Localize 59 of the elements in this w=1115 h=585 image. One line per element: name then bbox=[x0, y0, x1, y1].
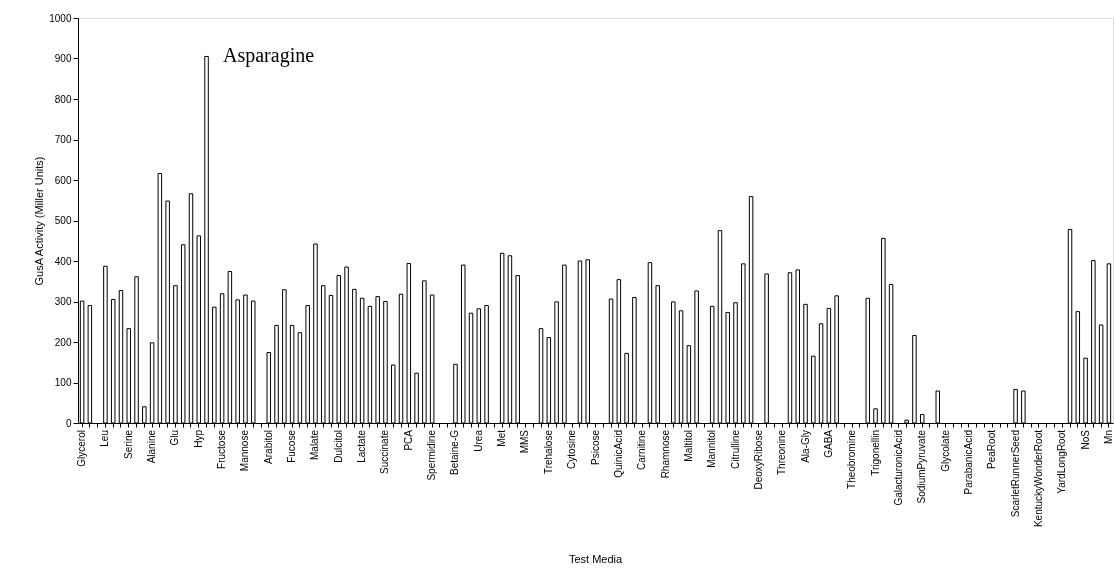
x-tick-label: Carnitine bbox=[636, 429, 648, 471]
x-tick-label: Mannose bbox=[239, 429, 251, 472]
x-tick-label: Maltitol bbox=[682, 430, 694, 462]
annotation: Asparagine bbox=[223, 44, 315, 67]
y-axis-title: GusA Activity (Miller Units) bbox=[33, 156, 46, 286]
y-tick-label: 800 bbox=[54, 93, 72, 105]
x-tick-label: Hyp bbox=[192, 429, 204, 448]
x-tick-label: Leu bbox=[99, 430, 111, 447]
y-tick-label: 300 bbox=[54, 296, 72, 307]
x-tick-label: Ala-Gly bbox=[799, 430, 811, 463]
x-tick-label: PCA bbox=[402, 429, 414, 451]
x-tick-label: GABA bbox=[822, 429, 834, 458]
y-tick-label: 1000 bbox=[49, 12, 72, 24]
y-tick-label: 900 bbox=[54, 53, 72, 64]
x-tick-label: GalacturonicAcid bbox=[892, 430, 904, 506]
x-tick-label: QuinicAcid bbox=[612, 430, 624, 478]
x-tick-label: Citrulline bbox=[729, 429, 741, 469]
x-tick-label: PeaRoot bbox=[986, 429, 998, 469]
x-tick-label: ScarletRunnerSeed bbox=[1009, 430, 1021, 518]
x-tick-label: Urea bbox=[472, 429, 484, 452]
x-tick-label: NoS bbox=[1079, 429, 1091, 450]
x-tick-label: Betaine-G bbox=[449, 429, 461, 476]
x-tick-label: MMS bbox=[519, 429, 531, 454]
x-tick-label: Lactate bbox=[356, 429, 368, 463]
x-tick-label: Trehalose bbox=[542, 429, 554, 475]
x-tick-label: ParabanicAcid bbox=[962, 430, 974, 495]
y-tick-label: 700 bbox=[54, 134, 72, 145]
x-tick-label: Glycolate bbox=[939, 429, 951, 472]
x-tick-label: Fucose bbox=[286, 429, 298, 463]
x-tick-label: Met bbox=[496, 429, 508, 447]
x-tick-label: Dulcitol bbox=[332, 430, 344, 463]
x-tick-label: Glycerol bbox=[76, 430, 88, 467]
x-tick-label: Succinate bbox=[379, 429, 391, 474]
x-tick-label: Trigonellin bbox=[869, 430, 881, 476]
x-tick-label: Spermidine bbox=[426, 429, 438, 481]
y-tick-label: 200 bbox=[54, 336, 72, 348]
x-tick-label: Fructose bbox=[216, 429, 228, 469]
x-tick-label: DeoxyRibose bbox=[752, 429, 764, 490]
x-tick-label: Arabitol bbox=[262, 430, 274, 464]
x-tick-label: Mn bbox=[1102, 430, 1114, 444]
x-tick-label: Alanine bbox=[146, 429, 158, 464]
x-tick-label: KentuckyWonderRoot bbox=[1032, 429, 1044, 528]
x-tick-label: Rhamnose bbox=[659, 429, 671, 479]
x-tick-label: Serine bbox=[122, 429, 134, 459]
x-tick-label: YardLongRoot bbox=[1056, 429, 1068, 494]
y-tick-label: 0 bbox=[65, 417, 72, 429]
y-tick-label: 100 bbox=[54, 377, 72, 388]
y-tick-label: 600 bbox=[54, 174, 72, 186]
y-tick-label: 400 bbox=[54, 255, 72, 267]
x-tick-label: Psicose bbox=[589, 429, 601, 466]
x-tick-label: Mannitol bbox=[706, 430, 718, 468]
x-tick-label: Glu bbox=[169, 430, 181, 446]
x-tick-label: Threonine bbox=[776, 429, 788, 476]
x-tick-label: Theobromine bbox=[846, 429, 858, 489]
x-tick-label: Cytosine bbox=[566, 429, 578, 469]
x-axis-title: Test Media bbox=[568, 553, 623, 565]
x-tick-label: SodiumPyruvate bbox=[916, 429, 928, 504]
x-tick-label: Malate bbox=[309, 429, 321, 461]
y-tick-label: 500 bbox=[54, 215, 72, 226]
